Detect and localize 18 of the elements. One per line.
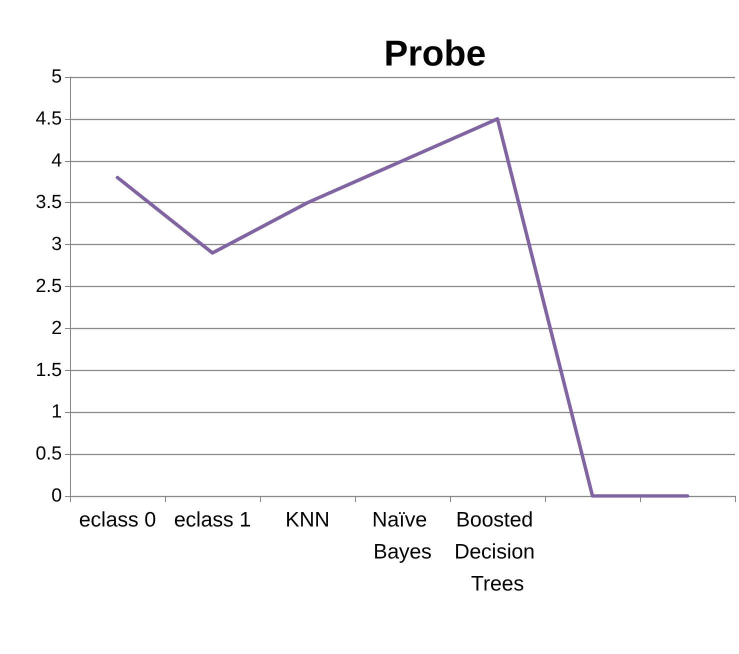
y-tick-label: 1.5 [36, 360, 62, 381]
y-tick-label: 1 [51, 402, 62, 423]
x-tick-label: eclass 0 [78, 508, 156, 532]
y-tick-label: 2 [51, 318, 62, 339]
y-tick-label: 3 [51, 234, 62, 256]
y-tick-label: 0 [51, 486, 62, 506]
y-tick-label: 4 [51, 150, 62, 172]
x-tick-label: eclass 1 [174, 508, 252, 532]
x-tick-label: Naïve Bayes [372, 508, 433, 564]
x-tick-label: Boosted Decision Trees [454, 508, 541, 596]
y-tick-label: 5 [51, 66, 62, 88]
y-tick-label: 3.5 [36, 192, 62, 214]
x-tick-label: KNN [285, 508, 330, 532]
line-series [116, 117, 690, 498]
y-tick-label: 4.5 [36, 108, 62, 130]
y-tick-label: 0.5 [36, 444, 62, 465]
y-tick-label: 2.5 [36, 276, 62, 297]
chart-title: Probe [384, 32, 486, 74]
